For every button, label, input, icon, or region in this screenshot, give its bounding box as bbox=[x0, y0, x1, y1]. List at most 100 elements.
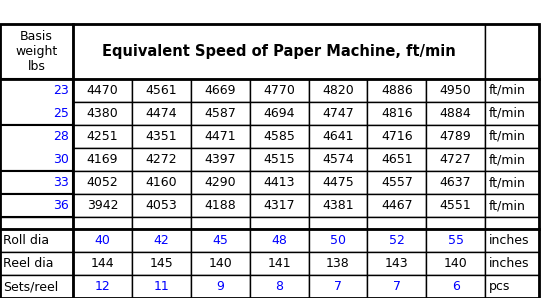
Text: 28: 28 bbox=[53, 130, 69, 143]
Text: 8: 8 bbox=[275, 280, 283, 293]
Text: 4574: 4574 bbox=[322, 153, 354, 166]
Text: 36: 36 bbox=[53, 199, 69, 212]
Bar bbox=[250, 171, 309, 194]
Bar bbox=[191, 79, 250, 102]
Text: 4669: 4669 bbox=[205, 84, 236, 97]
Bar bbox=[73, 148, 132, 171]
Bar bbox=[309, 275, 367, 298]
Text: Equivalent Speed of Paper Machine, ft/min: Equivalent Speed of Paper Machine, ft/mi… bbox=[102, 44, 456, 59]
Text: 42: 42 bbox=[153, 234, 169, 247]
Text: 145: 145 bbox=[150, 257, 173, 270]
Bar bbox=[309, 252, 367, 275]
Bar bbox=[485, 125, 539, 148]
Bar bbox=[309, 171, 367, 194]
Text: 4637: 4637 bbox=[440, 176, 471, 189]
Bar bbox=[73, 217, 132, 229]
Bar bbox=[485, 79, 539, 102]
Text: 4727: 4727 bbox=[440, 153, 471, 166]
Bar bbox=[0, 275, 73, 298]
Bar bbox=[0, 229, 73, 252]
Text: 4290: 4290 bbox=[205, 176, 236, 189]
Text: 4053: 4053 bbox=[146, 199, 177, 212]
Bar bbox=[367, 171, 426, 194]
Text: Basis
weight
lbs: Basis weight lbs bbox=[15, 30, 58, 73]
Bar bbox=[367, 229, 426, 252]
Bar bbox=[132, 79, 191, 102]
Bar bbox=[0, 171, 73, 194]
Bar bbox=[485, 102, 539, 125]
Bar bbox=[426, 275, 485, 298]
Text: 3942: 3942 bbox=[87, 199, 118, 212]
Bar bbox=[426, 217, 485, 229]
Text: 4551: 4551 bbox=[440, 199, 471, 212]
Text: 55: 55 bbox=[448, 234, 464, 247]
Text: 4475: 4475 bbox=[322, 176, 354, 189]
Bar bbox=[191, 125, 250, 148]
Bar bbox=[73, 194, 132, 217]
Bar bbox=[73, 79, 132, 102]
Text: ft/min: ft/min bbox=[488, 107, 525, 120]
Text: 4816: 4816 bbox=[381, 107, 412, 120]
Text: 144: 144 bbox=[91, 257, 114, 270]
Bar bbox=[73, 252, 132, 275]
Text: 9: 9 bbox=[216, 280, 224, 293]
Bar bbox=[485, 217, 539, 229]
Bar bbox=[367, 194, 426, 217]
Bar bbox=[250, 79, 309, 102]
Text: 4747: 4747 bbox=[322, 107, 354, 120]
Bar bbox=[426, 194, 485, 217]
Bar bbox=[191, 217, 250, 229]
Bar bbox=[132, 194, 191, 217]
Text: 4770: 4770 bbox=[263, 84, 295, 97]
Text: 140: 140 bbox=[444, 257, 468, 270]
Text: 4467: 4467 bbox=[381, 199, 412, 212]
Text: 52: 52 bbox=[389, 234, 405, 247]
Text: inches: inches bbox=[488, 257, 529, 270]
Text: 143: 143 bbox=[385, 257, 409, 270]
Text: 4641: 4641 bbox=[322, 130, 354, 143]
Bar bbox=[250, 125, 309, 148]
Bar bbox=[309, 79, 367, 102]
Bar bbox=[485, 252, 539, 275]
Bar bbox=[191, 148, 250, 171]
Bar bbox=[485, 275, 539, 298]
Text: 4694: 4694 bbox=[263, 107, 295, 120]
Text: 4561: 4561 bbox=[146, 84, 177, 97]
Bar bbox=[250, 102, 309, 125]
Bar bbox=[73, 24, 485, 79]
Text: 138: 138 bbox=[326, 257, 350, 270]
Text: 4950: 4950 bbox=[440, 84, 471, 97]
Bar bbox=[426, 229, 485, 252]
Bar bbox=[73, 275, 132, 298]
Text: 4188: 4188 bbox=[205, 199, 236, 212]
Bar bbox=[250, 252, 309, 275]
Bar bbox=[485, 24, 539, 79]
Text: 11: 11 bbox=[153, 280, 169, 293]
Text: 141: 141 bbox=[267, 257, 291, 270]
Bar bbox=[426, 171, 485, 194]
Text: 4470: 4470 bbox=[87, 84, 118, 97]
Bar bbox=[73, 171, 132, 194]
Bar bbox=[367, 102, 426, 125]
Bar bbox=[485, 171, 539, 194]
Text: 4397: 4397 bbox=[205, 153, 236, 166]
Text: 6: 6 bbox=[452, 280, 460, 293]
Text: pcs: pcs bbox=[488, 280, 510, 293]
Bar bbox=[367, 79, 426, 102]
Bar bbox=[191, 229, 250, 252]
Text: Roll dia: Roll dia bbox=[3, 234, 49, 247]
Text: 30: 30 bbox=[53, 153, 69, 166]
Bar bbox=[426, 79, 485, 102]
Text: inches: inches bbox=[488, 234, 529, 247]
Bar bbox=[132, 229, 191, 252]
Bar bbox=[191, 252, 250, 275]
Bar bbox=[0, 125, 73, 171]
Bar bbox=[367, 148, 426, 171]
Text: 4471: 4471 bbox=[205, 130, 236, 143]
Bar bbox=[132, 252, 191, 275]
Bar bbox=[73, 229, 132, 252]
Text: 140: 140 bbox=[208, 257, 232, 270]
Bar bbox=[0, 79, 73, 125]
Text: Reel dia: Reel dia bbox=[3, 257, 54, 270]
Text: 4272: 4272 bbox=[146, 153, 177, 166]
